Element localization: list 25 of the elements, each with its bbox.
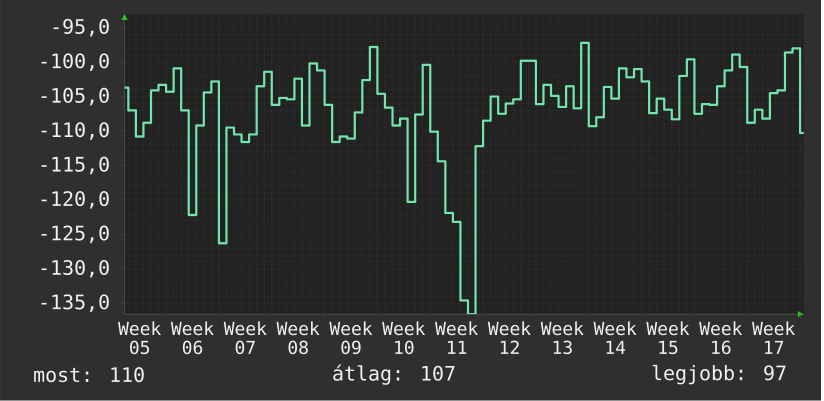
y-tick-label: -105,0 (42, 88, 109, 106)
x-tick-label: Week 17 (752, 322, 795, 354)
x-tick-label: Week 13 (540, 322, 584, 354)
y-tick-label: -115,0 (42, 156, 109, 174)
y-tick-label: -135,0 (42, 294, 109, 312)
text: átlag: 107 (333, 364, 455, 385)
x-tick-label: Week 10 (382, 322, 426, 354)
x-tick-label: Week 14 (594, 322, 636, 354)
x-tick-label: Week 15 (646, 322, 690, 354)
y-tick-label: -100,0 (42, 54, 109, 72)
text: legjobb: 97 (652, 365, 786, 385)
x-tick-label: Week 07 (224, 322, 267, 354)
y-tick-label: -125,0 (42, 226, 109, 244)
y-tick-label: -110,0 (42, 122, 109, 140)
x-tick-label: Week 05 (118, 322, 161, 354)
y-tick-label: -130,0 (42, 260, 109, 278)
x-tick-label: Week 08 (276, 322, 320, 354)
x-tick-label: Week 09 (329, 322, 372, 354)
y-tick-label: -95,0 (54, 19, 109, 37)
x-tick-label: Week 06 (170, 322, 214, 354)
x-tick-label: Week 16 (699, 322, 742, 354)
text: most: 110 (34, 367, 144, 382)
x-tick-label: Week 12 (488, 322, 531, 354)
y-tick-label: -120,0 (42, 191, 109, 209)
x-tick-label: Week 11 (435, 322, 478, 354)
